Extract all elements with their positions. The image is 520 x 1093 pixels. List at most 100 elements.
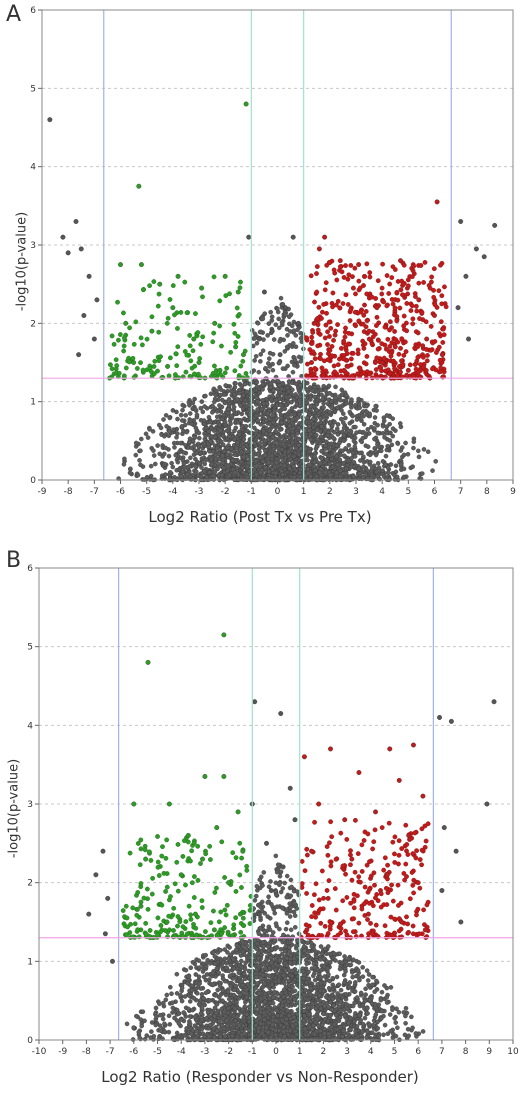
ns-point	[333, 395, 338, 401]
ns-point	[221, 465, 226, 471]
down-point	[147, 283, 153, 289]
ns-point	[329, 405, 334, 411]
ns-point	[363, 992, 368, 997]
volcano-plot-b: B -10 -9 -8 -7 -6 -5 -4 -3 -2 -1 0 1 2 3 4 5 6 7 8 9 10 0 1 2 3 4…	[0, 546, 520, 1093]
ns-point	[196, 958, 202, 963]
ns-point	[203, 393, 208, 399]
ns-point	[388, 462, 394, 467]
down-point	[144, 336, 150, 342]
ns-point	[227, 945, 232, 950]
ns-point	[201, 441, 207, 447]
down-point	[236, 312, 242, 317]
up-point	[369, 294, 375, 300]
up-point	[361, 346, 367, 351]
ns-point	[411, 445, 416, 451]
up-point	[322, 335, 328, 341]
ns-point	[291, 474, 297, 480]
up-point	[413, 366, 419, 372]
up-point	[364, 291, 370, 297]
down-point	[127, 325, 132, 331]
ns-point	[318, 420, 323, 425]
up-point	[423, 368, 429, 373]
ns-point	[227, 434, 232, 439]
down-point	[113, 357, 119, 363]
down-point	[192, 363, 198, 369]
up-point	[348, 307, 354, 313]
data-point	[432, 313, 437, 318]
up-point	[326, 319, 332, 325]
up-point	[425, 353, 430, 358]
down-point	[164, 320, 170, 326]
ns-point	[297, 397, 302, 403]
ns-point	[259, 406, 265, 412]
up-point	[361, 283, 366, 288]
down-point	[198, 341, 204, 347]
ns-points-cloud	[124, 853, 426, 1043]
up-point	[401, 313, 407, 319]
data-point	[118, 262, 123, 268]
ns-point	[157, 451, 163, 457]
down-point	[121, 335, 127, 341]
x-tick-label: -5	[142, 487, 151, 497]
up-point	[376, 337, 381, 343]
ns-point	[361, 464, 366, 469]
up-point	[420, 343, 426, 349]
up-point	[394, 289, 400, 295]
ns-point	[380, 468, 385, 473]
ns-point	[312, 464, 317, 469]
up-point	[358, 309, 364, 315]
ns-point	[425, 449, 431, 455]
up-point	[356, 318, 362, 324]
up-point	[428, 347, 434, 353]
ns-point	[340, 460, 346, 466]
up-point	[375, 346, 381, 352]
ns-point	[389, 442, 395, 448]
ns-point	[380, 423, 386, 429]
ns-point	[341, 438, 347, 444]
ns-point	[133, 440, 139, 446]
ns-point	[325, 433, 331, 438]
up-point	[364, 354, 370, 359]
x-tick-label: -2	[221, 487, 230, 497]
ns-point	[265, 411, 271, 416]
up-regulated-cluster	[302, 258, 449, 381]
ns-point	[348, 447, 354, 452]
up-point	[315, 327, 321, 333]
up-point	[404, 301, 410, 306]
up-point	[375, 278, 381, 284]
ns-point	[239, 423, 245, 429]
x-tick-label: 9	[510, 487, 516, 497]
ns-point	[363, 986, 368, 992]
ns-point	[365, 444, 371, 450]
down-point	[217, 298, 223, 304]
ns-point	[333, 384, 338, 390]
ns-point	[311, 416, 316, 422]
ns-point	[398, 462, 404, 468]
ns-point	[293, 943, 299, 949]
up-point	[438, 319, 444, 325]
up-point	[437, 331, 442, 337]
data-point	[277, 352, 283, 358]
down-point	[155, 368, 160, 374]
ns-point	[319, 424, 324, 429]
up-point	[356, 278, 362, 284]
up-point	[353, 323, 359, 329]
up-point	[432, 339, 438, 344]
ns-point	[255, 399, 260, 404]
up-point	[417, 316, 422, 322]
ns-point	[211, 477, 217, 482]
ns-point	[367, 459, 373, 465]
ns-point	[184, 429, 190, 435]
ns-point	[356, 466, 362, 472]
up-point	[327, 260, 333, 266]
ns-point	[263, 465, 268, 470]
up-point	[366, 336, 372, 342]
ns-point	[225, 463, 231, 469]
up-point	[309, 334, 315, 340]
ns-point	[375, 422, 380, 428]
panel-label: A	[6, 2, 22, 27]
ns-point	[287, 457, 293, 462]
ns-point	[220, 453, 226, 458]
ns-point	[207, 449, 212, 454]
ns-point	[252, 331, 258, 337]
